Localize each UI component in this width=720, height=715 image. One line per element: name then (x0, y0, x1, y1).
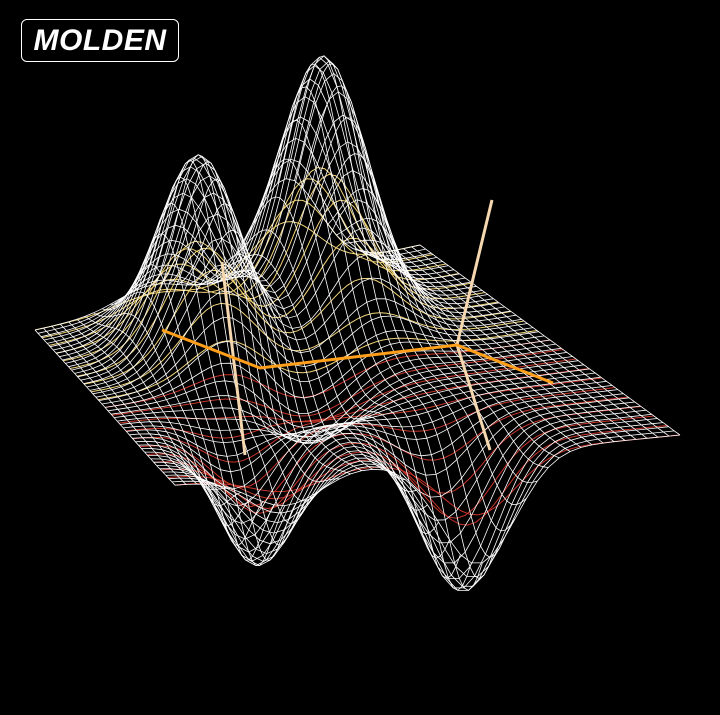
molden-logo: MOLDEN (21, 19, 179, 62)
mesh-line-v (168, 178, 351, 475)
mesh-line-v (193, 253, 384, 471)
mesh-line-v (260, 120, 472, 591)
mesh-line-v (243, 196, 450, 559)
mesh-line-v (285, 55, 505, 558)
mesh-line-v (386, 251, 637, 440)
mesh-line-v (118, 233, 286, 567)
mesh-line-v (160, 161, 340, 483)
contour-line (146, 396, 629, 508)
mesh-line-v (319, 153, 549, 468)
bond-line (161, 328, 554, 385)
mesh-line-v (59, 323, 209, 485)
mesh-line-v (34, 329, 176, 486)
contour-line (125, 368, 590, 439)
contour-line (118, 358, 577, 424)
mesh-line-v (51, 325, 198, 485)
mesh-line-v (227, 254, 428, 511)
mesh-line-v (219, 269, 417, 492)
contour-line (69, 199, 486, 369)
mesh-line-v (84, 315, 242, 506)
mesh-line-v (210, 276, 406, 481)
mesh-line-v (110, 264, 275, 561)
mesh-line-u (65, 72, 477, 364)
mesh-line-v (344, 239, 582, 448)
mesh-line-v (177, 203, 362, 472)
mesh-line-v (252, 158, 461, 580)
contour-line (111, 349, 564, 417)
mesh-line-u (117, 356, 573, 444)
mesh-line-v (361, 251, 604, 444)
contour-line (167, 425, 668, 526)
mesh-line-v (185, 230, 373, 470)
mesh-line-v (310, 117, 538, 483)
mesh-line-v (369, 252, 615, 443)
mesh-line-v (126, 202, 297, 561)
mesh-line-v (377, 252, 626, 441)
mesh-line-v (43, 327, 187, 485)
contour-line (83, 269, 512, 385)
contour-line (139, 387, 616, 488)
mesh-line-v (76, 318, 230, 491)
mesh-line-v (336, 217, 571, 452)
contour-line (41, 199, 434, 339)
contour-line (104, 339, 551, 408)
mesh-line-v (101, 291, 264, 546)
contour-line (48, 178, 447, 346)
mesh-line-v (268, 86, 483, 591)
mesh-line-v (202, 270, 395, 474)
mesh-line-v (135, 176, 308, 546)
mesh-line-v (277, 63, 494, 580)
mesh-line-u (165, 422, 664, 591)
mesh-line-v (235, 229, 439, 535)
mesh-line-v (327, 188, 560, 459)
mesh-line-v (151, 154, 329, 502)
mesh-line-v (143, 159, 318, 525)
mesh-line-v (394, 249, 648, 439)
mesh-line-v (419, 244, 681, 436)
mesh-line-v (411, 246, 670, 437)
mesh-line-v (403, 248, 659, 438)
mesh-line-v (68, 321, 220, 487)
